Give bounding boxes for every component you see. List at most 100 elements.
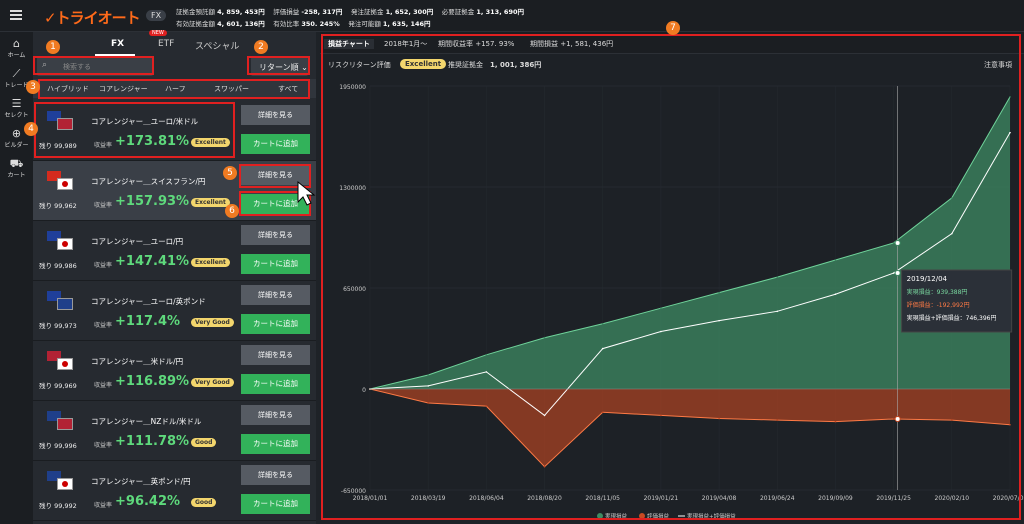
y-tick-label: -650000 [341, 488, 366, 495]
tooltip-line: 実現損益+評価損益：746,396円 [907, 314, 997, 322]
add-to-cart-button[interactable]: カートに追加 [241, 254, 310, 274]
product-name[interactable]: コアレンジャー＿ユーロ/円 [91, 237, 184, 246]
fx-badge: FX [146, 10, 167, 21]
remaining-count: 残り 99,969 [39, 382, 77, 390]
rate-label: 収益率 [94, 142, 113, 149]
product-name[interactable]: コアレンジャー＿NZドル/米ドル [91, 417, 202, 426]
product-card[interactable]: コアレンジャー＿ユーロ/英ポンド 残り 99,973 収益率 +117.4% V… [33, 281, 316, 341]
subtab-hybrid[interactable]: ハイブリッド [47, 85, 89, 93]
annotation-7: 7 [666, 21, 680, 35]
nav-select[interactable]: ☰ セレクト [0, 98, 33, 120]
add-to-cart-button[interactable]: カートに追加 [241, 374, 310, 394]
highlight-search [33, 56, 154, 75]
add-to-cart-button[interactable]: カートに追加 [241, 494, 310, 514]
tab-pl-chart[interactable]: 損益チャート [324, 39, 374, 49]
risk-return-label: リスクリターン評価 [328, 61, 391, 69]
menu-icon[interactable] [10, 10, 22, 20]
view-detail-button[interactable]: 詳細を見る [241, 345, 310, 365]
period-select[interactable]: 2018年1月〜 [384, 40, 428, 48]
search-input[interactable]: ⌕ 検索する [37, 57, 153, 76]
subtab-corerangers[interactable]: コアレンジャー [99, 85, 148, 93]
flag-quote-icon [57, 238, 73, 250]
brand-name: トライオート [55, 9, 141, 27]
data-point [543, 336, 546, 339]
product-name[interactable]: コアレンジャー＿ユーロ/英ポンド [91, 297, 206, 306]
data-point [776, 276, 779, 278]
view-detail-button[interactable]: 詳細を見る [241, 285, 310, 305]
chart-tabs: 損益チャート 2018年1月〜 期間収益率 +157. 93% 期間損益 +1,… [320, 32, 1024, 54]
product-name[interactable]: コアレンジャー＿スイスフラン/円 [91, 177, 206, 186]
chevron-down-icon: ⌄ [301, 63, 308, 72]
product-card[interactable]: コアレンジャー＿ユーロ/米ドル 残り 99,989 収益率 +173.81% E… [33, 101, 316, 161]
add-to-cart-button[interactable]: カートに追加 [241, 314, 310, 334]
product-name[interactable]: コアレンジャー＿米ドル/円 [91, 357, 184, 366]
data-point [834, 259, 837, 261]
x-tick-label: 2019/09/09 [818, 495, 853, 502]
product-card[interactable]: コアレンジャー＿英ポンド/円 残り 99,992 収益率 +96.42% Goo… [33, 461, 316, 521]
tooltip-line: 2019/12/04 [907, 275, 948, 283]
series-line-total [369, 132, 1011, 417]
nav-builder[interactable]: ⊕ ビルダー [0, 127, 33, 150]
highlight-subtabs [38, 79, 310, 99]
nav-cart[interactable]: ⛟ カート [0, 158, 33, 180]
order-margin-value: 1, 652, 300円 [385, 8, 434, 16]
tab-etf[interactable]: ETF [158, 39, 175, 49]
nav-trade[interactable]: ⟋ トレード [0, 68, 33, 90]
data-point [485, 371, 488, 373]
evaluation-badge: Excellent [191, 258, 230, 267]
add-to-cart-button[interactable]: カートに追加 [241, 194, 310, 214]
product-name[interactable]: コアレンジャー＿英ポンド/円 [91, 477, 191, 486]
data-point [660, 414, 662, 417]
data-point [776, 419, 779, 421]
data-point [543, 414, 546, 417]
rate-label: 収益率 [94, 502, 113, 509]
brand-logo[interactable]: ✓トライオート [44, 9, 141, 27]
view-detail-button[interactable]: 詳細を見る [241, 405, 310, 425]
tab-fx[interactable]: FX [111, 39, 125, 49]
nav-cart-label: カート [7, 172, 26, 179]
view-detail-button[interactable]: 詳細を見る [241, 465, 310, 485]
currency-flags-icon [47, 411, 73, 431]
orderable-value: 1, 635, 146円 [382, 20, 431, 28]
view-detail-button[interactable]: 詳細を見る [241, 225, 310, 245]
tab-special[interactable]: スペシャル [195, 42, 240, 52]
nav-select-label: セレクト [4, 112, 29, 119]
notes-link[interactable]: 注意事項 [984, 61, 1012, 69]
flag-base-icon [47, 231, 61, 241]
pl-chart[interactable]: 1950000 1300000 650000 0 -650000 2018/01/01 20… [320, 78, 1024, 524]
product-name[interactable]: コアレンジャー＿ユーロ/米ドル [91, 117, 199, 126]
return-rate: +116.89% [115, 374, 190, 389]
required-margin-value: 1, 313, 690円 [476, 8, 524, 16]
sort-select[interactable]: リターン順 ⌄ [251, 57, 308, 76]
evaluation-badge: Excellent [191, 198, 230, 207]
y-tick-label: 1950000 [339, 84, 366, 91]
eval-pl-value: -258, 317円 [301, 8, 343, 16]
sort-value: リターン順 [259, 63, 299, 72]
product-card[interactable]: コアレンジャー＿NZドル/米ドル 残り 99,996 収益率 +111.78% … [33, 401, 316, 461]
view-detail-button[interactable]: 詳細を見る [241, 105, 310, 125]
subtab-all[interactable]: すべて [278, 85, 299, 93]
data-point [660, 330, 662, 333]
nav-home[interactable]: ⌂ ホーム [0, 38, 33, 60]
return-rate: +147.41% [115, 254, 190, 269]
subtab-swapper[interactable]: スワッパー [214, 85, 249, 93]
add-to-cart-button[interactable]: カートに追加 [241, 434, 310, 454]
series-line-realized [369, 96, 1011, 390]
product-card[interactable]: コアレンジャー＿スイスフラン/円 残り 99,962 収益率 +157.93% … [33, 161, 316, 221]
order-margin-label: 発注証拠金 [351, 8, 384, 16]
plus-circle-icon: ⊕ [11, 127, 22, 140]
remaining-count: 残り 99,973 [39, 322, 77, 330]
add-to-cart-button[interactable]: カートに追加 [241, 134, 310, 154]
x-tick-label: 2018/06/04 [469, 495, 504, 502]
rate-label: 収益率 [94, 442, 113, 449]
rate-label: 収益率 [94, 262, 113, 269]
data-point [485, 405, 488, 407]
data-point [427, 385, 429, 387]
product-card[interactable]: コアレンジャー＿ユーロ/円 残り 99,986 収益率 +147.41% Exc… [33, 221, 316, 281]
annotation-4: 4 [24, 122, 38, 136]
view-detail-button[interactable]: 詳細を見る [241, 165, 310, 185]
subtab-half[interactable]: ハーフ [165, 85, 186, 93]
product-card[interactable]: コアレンジャー＿米ドル/円 残り 99,969 収益率 +116.89% Ver… [33, 341, 316, 401]
flag-quote-icon [57, 418, 73, 430]
